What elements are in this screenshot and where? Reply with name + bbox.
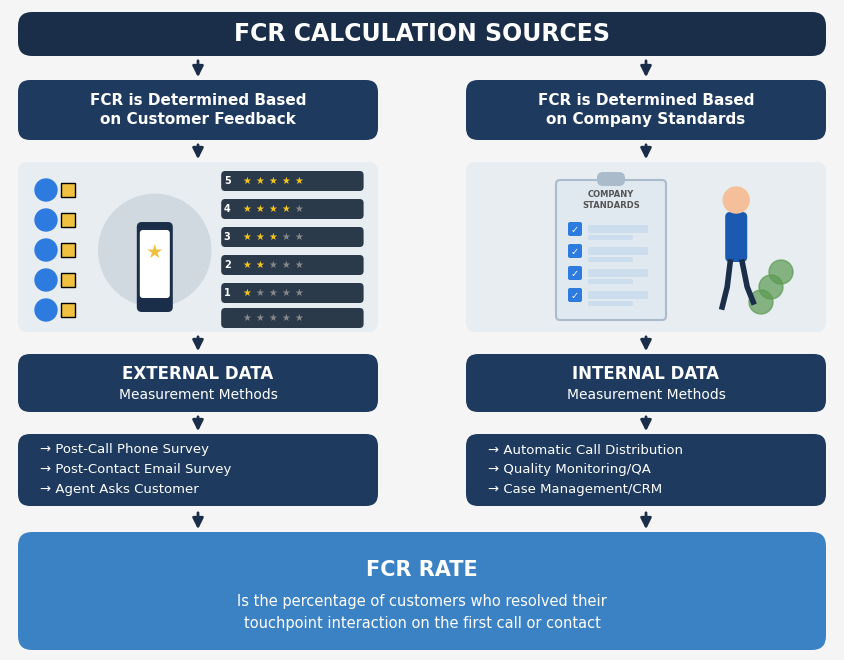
- Text: EXTERNAL DATA: EXTERNAL DATA: [122, 365, 273, 383]
- FancyBboxPatch shape: [556, 180, 666, 320]
- Text: ★: ★: [295, 176, 304, 186]
- Text: ★: ★: [243, 204, 252, 214]
- FancyBboxPatch shape: [588, 291, 648, 299]
- Circle shape: [723, 187, 749, 213]
- Text: 4: 4: [224, 204, 230, 214]
- Text: ★: ★: [269, 232, 278, 242]
- Text: ★: ★: [269, 176, 278, 186]
- FancyBboxPatch shape: [568, 222, 582, 236]
- Text: ★: ★: [243, 176, 252, 186]
- Circle shape: [35, 299, 57, 321]
- FancyBboxPatch shape: [221, 283, 364, 303]
- FancyBboxPatch shape: [137, 222, 173, 312]
- Text: FCR is Determined Based
on Customer Feedback: FCR is Determined Based on Customer Feed…: [89, 92, 306, 127]
- Text: ★: ★: [295, 232, 304, 242]
- Text: FCR RATE: FCR RATE: [366, 560, 478, 579]
- FancyBboxPatch shape: [18, 162, 378, 332]
- FancyBboxPatch shape: [725, 212, 747, 262]
- Text: → Quality Monitoring/QA: → Quality Monitoring/QA: [488, 463, 651, 477]
- Text: → Automatic Call Distribution: → Automatic Call Distribution: [488, 444, 683, 457]
- Text: ★: ★: [256, 176, 264, 186]
- FancyBboxPatch shape: [61, 243, 75, 257]
- Text: 1: 1: [224, 288, 230, 298]
- FancyBboxPatch shape: [568, 266, 582, 280]
- Text: ★: ★: [282, 204, 290, 214]
- Circle shape: [35, 269, 57, 291]
- FancyBboxPatch shape: [18, 12, 826, 56]
- Text: ✓: ✓: [571, 247, 579, 257]
- Circle shape: [749, 290, 773, 314]
- Circle shape: [35, 209, 57, 231]
- FancyBboxPatch shape: [18, 434, 378, 506]
- FancyBboxPatch shape: [61, 303, 75, 317]
- FancyBboxPatch shape: [588, 279, 633, 284]
- Text: ★: ★: [243, 232, 252, 242]
- FancyBboxPatch shape: [466, 354, 826, 412]
- Circle shape: [35, 239, 57, 261]
- FancyBboxPatch shape: [221, 199, 364, 219]
- FancyBboxPatch shape: [588, 247, 648, 255]
- Text: ★: ★: [243, 260, 252, 270]
- Text: ★: ★: [295, 313, 304, 323]
- Text: COMPANY
STANDARDS: COMPANY STANDARDS: [582, 190, 640, 210]
- Circle shape: [35, 179, 57, 201]
- Text: FCR CALCULATION SOURCES: FCR CALCULATION SOURCES: [234, 22, 610, 46]
- Text: Measurement Methods: Measurement Methods: [118, 388, 278, 402]
- FancyBboxPatch shape: [221, 227, 364, 247]
- FancyBboxPatch shape: [588, 301, 633, 306]
- Text: ★: ★: [295, 204, 304, 214]
- FancyBboxPatch shape: [18, 354, 378, 412]
- Text: FCR is Determined Based
on Company Standards: FCR is Determined Based on Company Stand…: [538, 92, 755, 127]
- Text: → Post-Contact Email Survey: → Post-Contact Email Survey: [40, 463, 231, 477]
- Text: ★: ★: [269, 204, 278, 214]
- Text: INTERNAL DATA: INTERNAL DATA: [572, 365, 719, 383]
- Text: ✓: ✓: [571, 269, 579, 279]
- FancyBboxPatch shape: [221, 171, 364, 191]
- Text: ★: ★: [282, 260, 290, 270]
- FancyBboxPatch shape: [588, 257, 633, 262]
- FancyBboxPatch shape: [588, 225, 648, 233]
- Text: ★: ★: [282, 313, 290, 323]
- FancyBboxPatch shape: [568, 244, 582, 258]
- Text: ★: ★: [282, 288, 290, 298]
- FancyBboxPatch shape: [18, 532, 826, 650]
- Circle shape: [99, 195, 211, 306]
- FancyBboxPatch shape: [466, 434, 826, 506]
- Text: ★: ★: [256, 260, 264, 270]
- FancyBboxPatch shape: [588, 235, 633, 240]
- Text: 2: 2: [224, 260, 230, 270]
- FancyBboxPatch shape: [588, 269, 648, 277]
- Text: ★: ★: [243, 313, 252, 323]
- Text: ★: ★: [295, 288, 304, 298]
- Text: ★: ★: [269, 288, 278, 298]
- Text: ★: ★: [256, 232, 264, 242]
- Text: ★: ★: [295, 260, 304, 270]
- Text: Measurement Methods: Measurement Methods: [566, 388, 726, 402]
- FancyBboxPatch shape: [466, 162, 826, 332]
- Circle shape: [759, 275, 783, 299]
- FancyBboxPatch shape: [466, 80, 826, 140]
- Text: ★: ★: [256, 204, 264, 214]
- Text: → Post-Call Phone Survey: → Post-Call Phone Survey: [40, 444, 209, 457]
- Text: 3: 3: [224, 232, 230, 242]
- FancyBboxPatch shape: [18, 80, 378, 140]
- Text: ★: ★: [282, 176, 290, 186]
- FancyBboxPatch shape: [597, 172, 625, 186]
- Text: ★: ★: [269, 260, 278, 270]
- Text: ★: ★: [256, 288, 264, 298]
- FancyBboxPatch shape: [61, 273, 75, 287]
- Text: ★: ★: [243, 288, 252, 298]
- FancyBboxPatch shape: [140, 230, 170, 298]
- Text: ✓: ✓: [571, 291, 579, 301]
- Text: ★: ★: [256, 313, 264, 323]
- Text: → Agent Asks Customer: → Agent Asks Customer: [40, 484, 198, 496]
- FancyBboxPatch shape: [61, 183, 75, 197]
- Circle shape: [769, 260, 793, 284]
- Text: 5: 5: [224, 176, 230, 186]
- Text: → Case Management/CRM: → Case Management/CRM: [488, 484, 663, 496]
- Text: ★: ★: [146, 242, 164, 261]
- FancyBboxPatch shape: [568, 288, 582, 302]
- Text: ★: ★: [269, 313, 278, 323]
- FancyBboxPatch shape: [61, 213, 75, 227]
